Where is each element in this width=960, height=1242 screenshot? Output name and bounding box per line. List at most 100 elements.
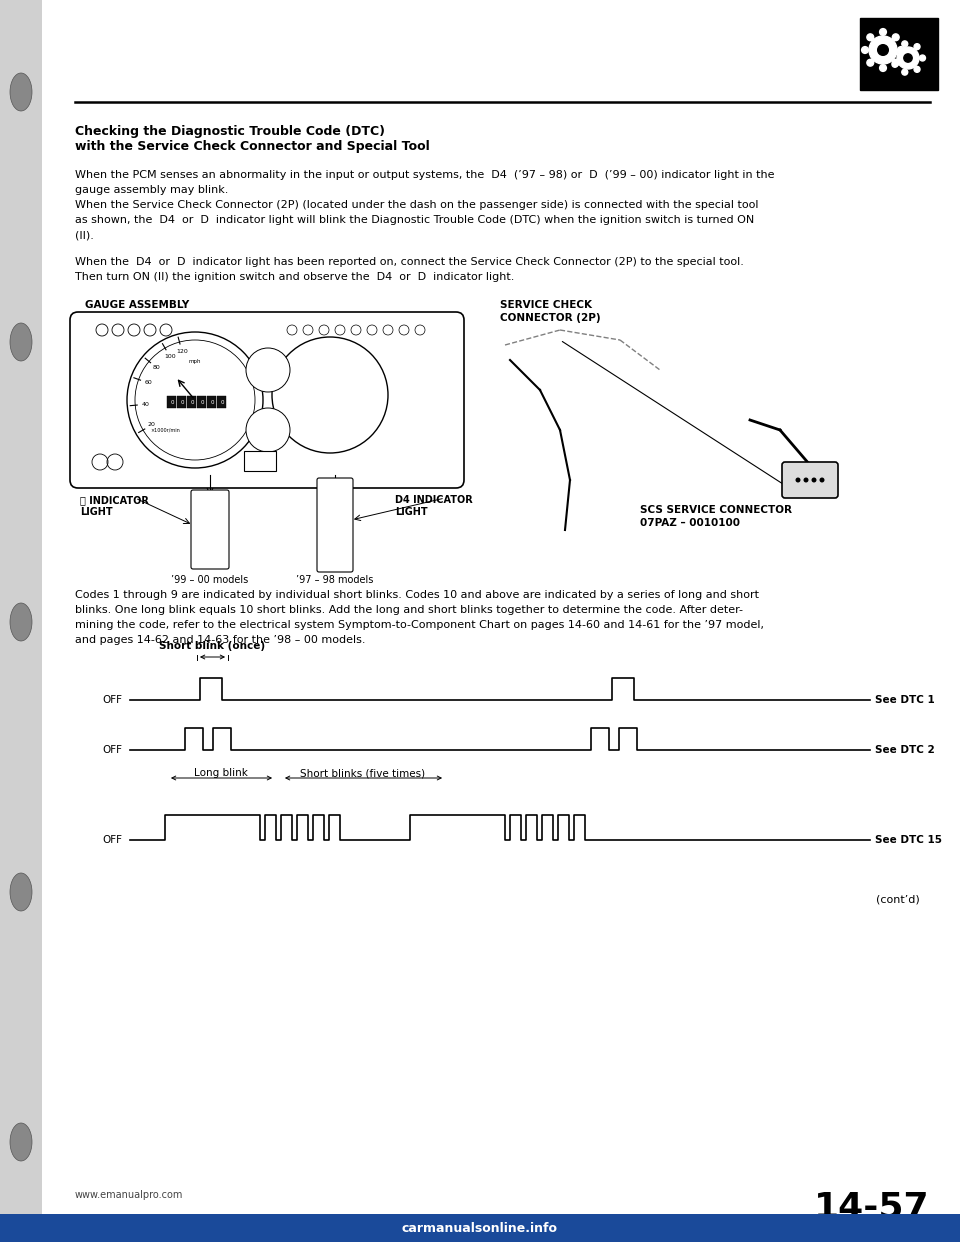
Circle shape xyxy=(914,43,920,50)
Text: 0: 0 xyxy=(190,400,194,405)
Circle shape xyxy=(892,61,898,67)
FancyBboxPatch shape xyxy=(860,17,938,89)
Circle shape xyxy=(901,70,908,75)
Ellipse shape xyxy=(10,1123,32,1161)
Text: When the  D4  or  D  indicator light has been reported on, connect the Service C: When the D4 or D indicator light has bee… xyxy=(75,257,744,267)
Text: mining the code, refer to the electrical system Symptom-to-Component Chart on pa: mining the code, refer to the electrical… xyxy=(75,620,764,630)
Text: 0: 0 xyxy=(220,400,224,405)
Circle shape xyxy=(127,332,263,468)
Text: 120: 120 xyxy=(177,349,188,354)
Text: See DTC 1: See DTC 1 xyxy=(875,696,935,705)
Text: 80: 80 xyxy=(153,365,160,370)
Circle shape xyxy=(901,41,908,47)
Text: LIGHT: LIGHT xyxy=(80,507,112,517)
Text: 60: 60 xyxy=(144,380,152,385)
FancyBboxPatch shape xyxy=(191,491,229,569)
Text: R: R xyxy=(332,496,337,501)
Text: SERVICE CHECK: SERVICE CHECK xyxy=(500,301,592,310)
Text: D3: D3 xyxy=(330,530,340,535)
FancyBboxPatch shape xyxy=(0,0,42,1242)
Text: 2: 2 xyxy=(207,535,212,544)
Text: P: P xyxy=(207,497,213,505)
Circle shape xyxy=(898,47,904,53)
Text: P: P xyxy=(333,484,337,489)
Text: Short blinks (five times): Short blinks (five times) xyxy=(300,768,425,777)
Text: 14-57: 14-57 xyxy=(814,1190,930,1225)
Circle shape xyxy=(867,34,874,41)
Circle shape xyxy=(879,29,886,36)
FancyBboxPatch shape xyxy=(70,312,464,488)
Text: 20: 20 xyxy=(148,422,156,427)
Text: 40: 40 xyxy=(141,402,149,407)
Text: with the Service Check Connector and Special Tool: with the Service Check Connector and Spe… xyxy=(75,140,430,153)
Text: LIGHT: LIGHT xyxy=(395,507,427,517)
Text: 0: 0 xyxy=(210,400,214,405)
Text: D4: D4 xyxy=(330,519,340,524)
Text: 0: 0 xyxy=(170,400,174,405)
Text: 100: 100 xyxy=(164,354,176,359)
Circle shape xyxy=(811,477,817,482)
Ellipse shape xyxy=(10,604,32,641)
Ellipse shape xyxy=(10,873,32,910)
Text: See DTC 15: See DTC 15 xyxy=(875,835,942,845)
FancyBboxPatch shape xyxy=(167,396,176,409)
FancyBboxPatch shape xyxy=(217,396,226,409)
Circle shape xyxy=(820,477,825,482)
Text: 0: 0 xyxy=(180,400,183,405)
Text: When the PCM senses an abnormality in the input or output systems, the  D4  (’97: When the PCM senses an abnormality in th… xyxy=(75,170,775,180)
Circle shape xyxy=(877,45,888,56)
Text: mph: mph xyxy=(189,359,202,364)
FancyBboxPatch shape xyxy=(187,396,196,409)
FancyBboxPatch shape xyxy=(207,396,216,409)
Text: carmanualsonline.info: carmanualsonline.info xyxy=(402,1221,558,1235)
Text: OFF: OFF xyxy=(102,745,122,755)
Ellipse shape xyxy=(10,323,32,361)
Text: SCS SERVICE CONNECTOR: SCS SERVICE CONNECTOR xyxy=(640,505,792,515)
Text: ×1000r/min: ×1000r/min xyxy=(150,427,180,432)
Text: ’99 – 00 models: ’99 – 00 models xyxy=(172,575,249,585)
Text: N: N xyxy=(206,523,213,532)
Circle shape xyxy=(893,34,900,41)
Text: N: N xyxy=(332,508,338,513)
Text: Short blink (once): Short blink (once) xyxy=(159,641,265,651)
Text: 1: 1 xyxy=(333,554,337,559)
Text: Long blink: Long blink xyxy=(194,768,248,777)
FancyBboxPatch shape xyxy=(197,396,206,409)
Text: Codes 1 through 9 are indicated by individual short blinks. Codes 10 and above a: Codes 1 through 9 are indicated by indiv… xyxy=(75,590,759,600)
Ellipse shape xyxy=(10,73,32,111)
Circle shape xyxy=(246,348,290,392)
Text: as shown, the  D4  or  D  indicator light will blink the Diagnostic Trouble Code: as shown, the D4 or D indicator light wi… xyxy=(75,215,755,225)
Text: 07PAZ – 0010100: 07PAZ – 0010100 xyxy=(640,518,740,528)
Circle shape xyxy=(920,55,925,61)
Circle shape xyxy=(897,47,919,70)
Text: gauge assembly may blink.: gauge assembly may blink. xyxy=(75,185,228,195)
Text: See DTC 2: See DTC 2 xyxy=(875,745,935,755)
Circle shape xyxy=(893,60,900,66)
Text: CONNECTOR (2P): CONNECTOR (2P) xyxy=(500,313,601,323)
Circle shape xyxy=(246,409,290,452)
Text: 1: 1 xyxy=(207,549,212,558)
Text: and pages 14-62 and 14-63 for the ’98 – 00 models.: and pages 14-62 and 14-63 for the ’98 – … xyxy=(75,635,366,645)
Text: (II).: (II). xyxy=(75,230,94,240)
Circle shape xyxy=(914,66,920,72)
FancyBboxPatch shape xyxy=(244,451,276,471)
Circle shape xyxy=(804,477,808,482)
Circle shape xyxy=(903,53,912,62)
Text: R: R xyxy=(207,509,213,518)
FancyBboxPatch shape xyxy=(177,396,186,409)
FancyBboxPatch shape xyxy=(0,1213,960,1242)
Text: OFF: OFF xyxy=(102,696,122,705)
Text: When the Service Check Connector (2P) (located under the dash on the passenger s: When the Service Check Connector (2P) (l… xyxy=(75,200,758,210)
Circle shape xyxy=(862,47,869,53)
Circle shape xyxy=(867,60,874,66)
Circle shape xyxy=(272,337,388,453)
Text: D2: D2 xyxy=(330,542,340,546)
Circle shape xyxy=(796,477,801,482)
Text: D4 INDICATOR: D4 INDICATOR xyxy=(395,496,472,505)
Text: Checking the Diagnostic Trouble Code (DTC): Checking the Diagnostic Trouble Code (DT… xyxy=(75,125,385,138)
Text: Then turn ON (II) the ignition switch and observe the  D4  or  D  indicator ligh: Then turn ON (II) the ignition switch an… xyxy=(75,272,515,282)
Text: 0: 0 xyxy=(201,400,204,405)
Circle shape xyxy=(879,65,886,71)
Text: (cont’d): (cont’d) xyxy=(876,895,920,905)
FancyBboxPatch shape xyxy=(782,462,838,498)
